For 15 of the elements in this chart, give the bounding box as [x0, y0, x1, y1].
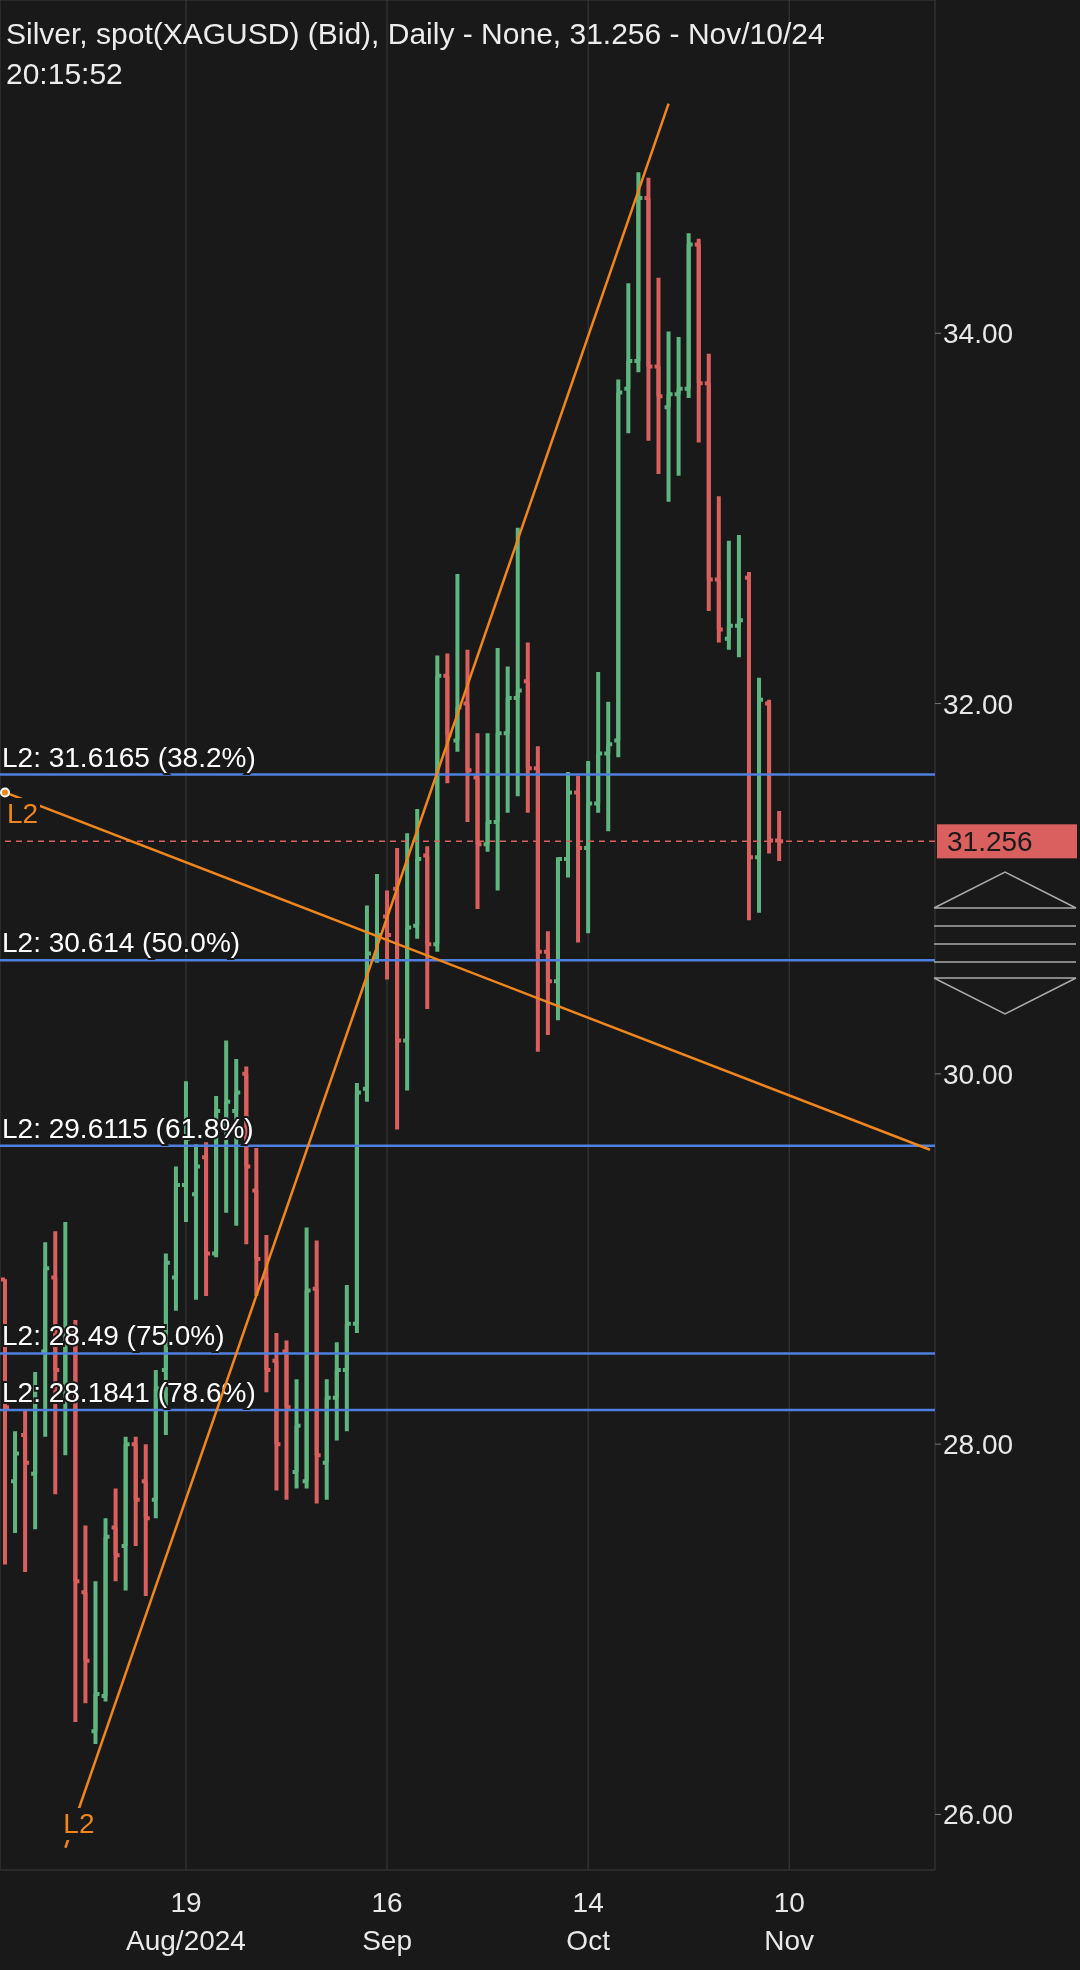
ref-line-label: 31.256	[947, 826, 1033, 858]
ref-line-label: L2: 31.6165 (38.2%)	[2, 741, 256, 773]
y-tick-label: 34.00	[943, 318, 1014, 350]
annotation: L2	[5, 798, 41, 831]
y-tick-label: 26.00	[943, 1799, 1014, 1831]
y-tick-label: 32.00	[943, 688, 1014, 720]
y-tick-label: 28.00	[943, 1429, 1014, 1461]
x-tick-label: 10 Nov	[764, 1887, 815, 1956]
annotation: L2	[61, 1807, 97, 1840]
ref-line-label: L2: 30.614 (50.0%)	[2, 927, 241, 959]
y-tick-label: 30.00	[943, 1058, 1014, 1090]
x-tick-label: 19 Aug/2024	[126, 1887, 246, 1956]
x-tick-label: 14 Oct	[566, 1887, 611, 1956]
x-tick-label: 16 Sep	[362, 1887, 412, 1956]
text: Silver, spot(XAGUSD) (Bid), Daily - None, 31.256 - Nov/10/24 20:15:52	[6, 16, 826, 92]
